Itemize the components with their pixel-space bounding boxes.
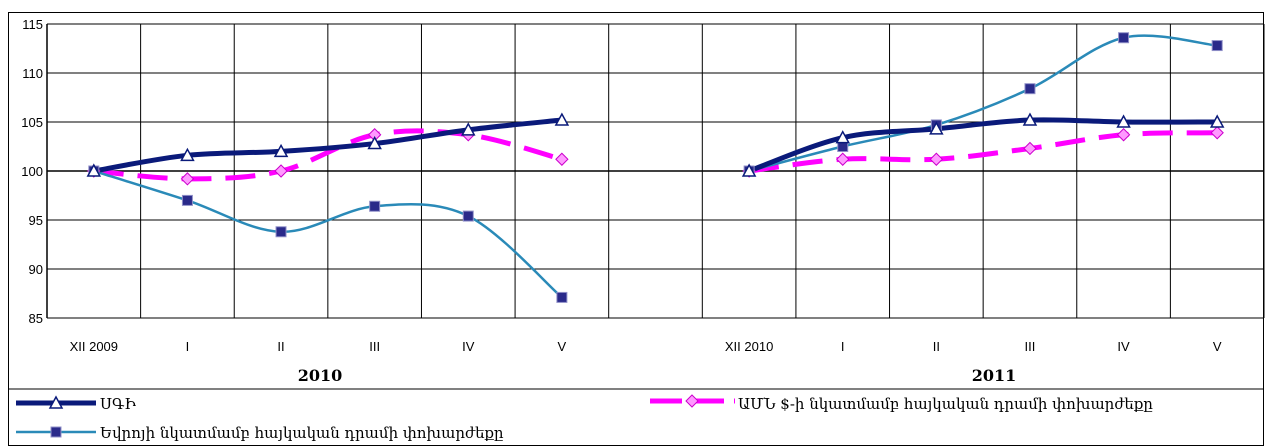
- legend-label-eur: Եվրոյի նկատմամբ հայկական դրամի փոխարժեքը: [100, 424, 504, 442]
- data-point-square: [1211, 40, 1223, 52]
- data-point-triangle: [554, 112, 570, 126]
- y-tick-label: 100: [21, 164, 43, 179]
- data-point-diamond: [274, 164, 288, 178]
- data-point-square: [1024, 83, 1036, 95]
- x-tick-label: XII 2010: [725, 339, 773, 354]
- data-point-square: [1118, 32, 1130, 44]
- data-point-triangle: [86, 163, 102, 177]
- data-point-triangle: [835, 130, 850, 144]
- series-group: [86, 32, 1225, 303]
- data-point-square: [275, 226, 287, 238]
- data-point-diamond: [836, 152, 850, 166]
- y-tick-label: 110: [22, 66, 43, 81]
- x-tick-label: XII 2009: [70, 339, 118, 354]
- year-label-2011: 2011: [972, 366, 1017, 385]
- legend-item-cpi: ՍԳԻ: [16, 395, 136, 413]
- data-point-triangle: [273, 143, 289, 158]
- data-point-diamond: [555, 152, 569, 166]
- x-tick-label: III: [369, 339, 380, 354]
- x-tick-label: V: [1213, 339, 1222, 354]
- legend-label-cpi: ՍԳԻ: [100, 395, 136, 413]
- x-tick-label: I: [841, 339, 845, 354]
- data-point-triangle: [741, 163, 757, 177]
- legend-item-eur: Եվրոյի նկատմամբ հայկական դրամի փոխարժեքը: [16, 424, 504, 442]
- data-point-diamond: [1116, 128, 1131, 142]
- legend-label-usd: ԱՄՆ $-ի նկատմամբ հայկական դրամի փոխարժեք…: [738, 395, 1153, 413]
- x-tick-label: V: [558, 339, 567, 354]
- data-point-square: [369, 200, 381, 212]
- year-label-2010: 2010: [298, 366, 343, 385]
- data-point-triangle: [1022, 112, 1038, 126]
- x-tick-label: IV: [462, 339, 475, 354]
- y-tick-label: 95: [29, 213, 43, 228]
- data-point-triangle: [1209, 114, 1225, 128]
- y-tick-label: 85: [29, 311, 43, 326]
- data-point-square: [556, 291, 568, 303]
- x-axis-tick-labels: XII 2009 I II III IV V XII 2010 I II III IV V: [70, 339, 1222, 354]
- data-point-triangle: [461, 122, 476, 136]
- y-axis-tick-labels: 85 90 95 100 105 110 115: [21, 17, 43, 326]
- x-tick-label: I: [186, 339, 190, 354]
- data-point-triangle: [367, 135, 382, 150]
- data-point-diamond: [1023, 141, 1037, 156]
- data-point-diamond: [1210, 126, 1224, 140]
- series-line: [93, 117, 563, 174]
- y-tick-label: 115: [22, 17, 43, 32]
- y-tick-label: 90: [29, 262, 43, 277]
- legend-item-usd: ԱՄՆ $-ի նկատմամբ հայկական դրամի փոխարժեք…: [650, 394, 1153, 413]
- y-tick-label: 105: [21, 115, 43, 130]
- legend-square-marker: [50, 426, 62, 438]
- series-line: [748, 117, 1218, 174]
- x-tick-label: II: [277, 339, 284, 354]
- series-line: [748, 34, 1218, 173]
- x-tick-label: III: [1025, 339, 1036, 354]
- data-point-diamond: [929, 152, 944, 166]
- legend-triangle-marker: [48, 395, 64, 409]
- legend-diamond-marker: [685, 394, 699, 408]
- legend: ՍԳԻ ԱՄՆ $-ի նկատմամբ հայկական դրամի փոխա…: [16, 394, 1153, 442]
- data-point-diamond: [180, 172, 195, 186]
- x-tick-label: IV: [1117, 339, 1130, 354]
- data-point-triangle: [180, 147, 195, 162]
- data-point-square: [181, 194, 193, 206]
- data-point-triangle: [929, 121, 944, 135]
- data-point-square: [462, 210, 474, 222]
- x-tick-label: II: [933, 339, 940, 354]
- series-line: [748, 130, 1218, 174]
- series-line: [93, 128, 563, 182]
- data-point-triangle: [1116, 114, 1131, 128]
- outer-frame: [8, 12, 1264, 446]
